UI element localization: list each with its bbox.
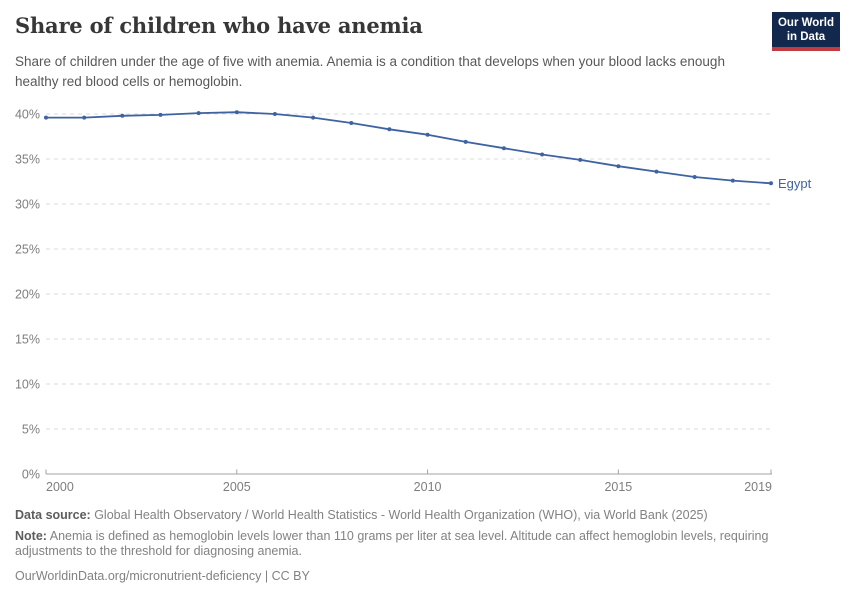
y-tick-label: 30% (15, 198, 40, 212)
data-point[interactable] (82, 115, 87, 120)
data-point[interactable] (654, 169, 659, 174)
data-point[interactable] (578, 157, 583, 162)
data-point[interactable] (425, 132, 430, 137)
data-source-text: Global Health Observatory / World Health… (90, 508, 708, 522)
data-point[interactable] (349, 121, 354, 125)
x-tick-label: 2010 (414, 480, 442, 494)
citation-link[interactable]: OurWorldinData.org/micronutrient-deficie… (15, 568, 310, 583)
y-tick-label: 35% (15, 153, 40, 167)
x-tick-label: 2019 (744, 480, 772, 494)
chart-subtitle: Share of children under the age of five … (15, 54, 725, 89)
data-point[interactable] (272, 112, 277, 116)
note-label: Note: (15, 528, 47, 543)
x-tick-label: 2000 (46, 480, 74, 494)
data-point[interactable] (730, 178, 735, 183)
note-line: Note: Anemia is defined as hemoglobin le… (15, 529, 837, 560)
data-point[interactable] (540, 152, 545, 157)
y-tick-label: 25% (15, 243, 40, 257)
data-point[interactable] (616, 164, 621, 169)
data-point[interactable] (234, 110, 239, 115)
data-point[interactable] (311, 115, 316, 120)
data-point[interactable] (196, 111, 201, 116)
data-point[interactable] (158, 112, 163, 117)
entity-label[interactable]: Egypt (778, 176, 812, 191)
chart-footer: Data source: Global Health Observatory /… (15, 508, 837, 584)
x-tick-label: 2005 (223, 480, 251, 494)
data-point[interactable] (692, 175, 697, 179)
data-point[interactable] (501, 146, 506, 151)
y-tick-label: 0% (22, 468, 40, 482)
chart-title: Share of children who have anemia (15, 13, 423, 38)
y-tick-label: 20% (15, 288, 40, 302)
x-tick-label: 2015 (604, 480, 632, 494)
owid-logo[interactable]: Our World in Data (772, 12, 840, 51)
data-point[interactable] (769, 181, 773, 186)
owid-logo-line2: in Data (786, 31, 826, 43)
data-source-line: Data source: Global Health Observatory /… (15, 508, 837, 524)
owid-logo-red-bar (772, 47, 840, 51)
y-tick-label: 10% (15, 378, 40, 392)
data-source-label: Data source: (15, 508, 91, 522)
citation-line: OurWorldinData.org/micronutrient-deficie… (15, 569, 837, 585)
owid-logo-text: Our World in Data (772, 12, 840, 47)
data-point[interactable] (44, 115, 48, 120)
owid-logo-line1: Our World (777, 17, 834, 29)
data-point[interactable] (463, 139, 468, 144)
note-text: Anemia is defined as hemoglobin levels l… (15, 528, 769, 559)
y-tick-label: 15% (15, 333, 40, 347)
series-line[interactable] (45, 111, 772, 185)
data-point[interactable] (387, 127, 392, 132)
data-point[interactable] (120, 113, 125, 118)
y-tick-label: 5% (22, 423, 40, 437)
y-tick-label: 40% (15, 108, 40, 122)
